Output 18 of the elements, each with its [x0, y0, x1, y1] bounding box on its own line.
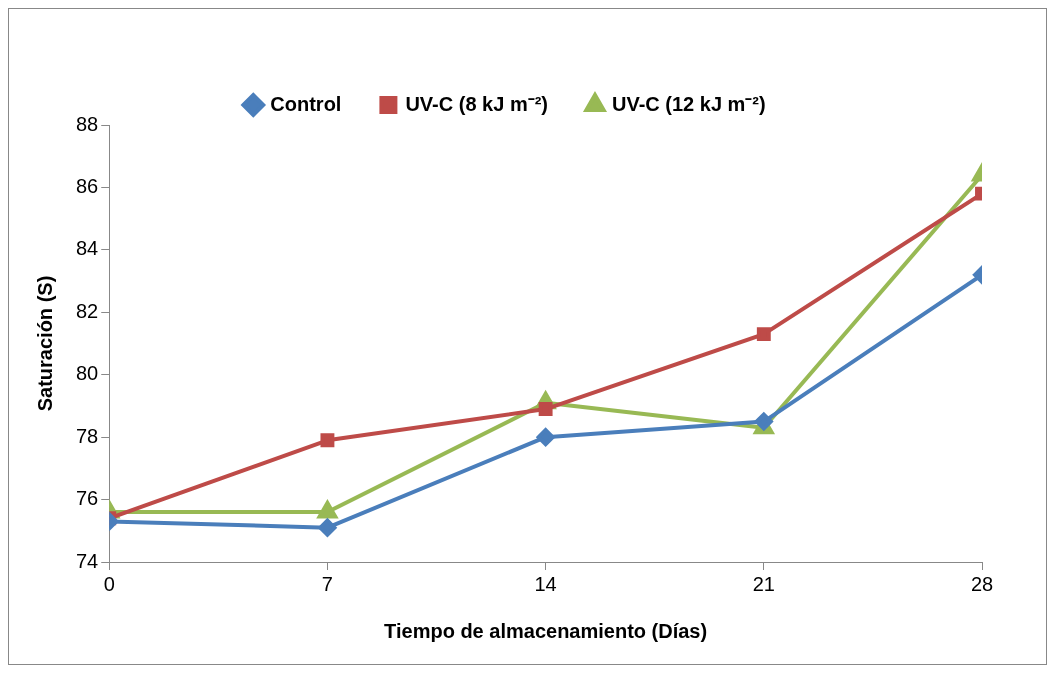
y-axis-title: Saturación (S): [33, 275, 56, 412]
x-tick-label: 0: [103, 572, 115, 595]
y-tick-label: 74: [76, 549, 99, 572]
y-tick-label: 76: [76, 487, 99, 510]
legend-label: UV-C (8 kJ m⁻²): [405, 92, 548, 115]
x-tick-label: 14: [534, 572, 557, 595]
y-tick-label: 88: [76, 112, 99, 135]
x-tick-label: 7: [321, 572, 333, 595]
legend-label: Control: [270, 92, 342, 115]
y-tick-label: 78: [76, 424, 99, 447]
x-tick-label: 28: [970, 572, 994, 595]
y-tick-label: 80: [76, 362, 99, 385]
y-tick-label: 86: [76, 174, 99, 197]
legend-label: UV-C (12 kJ m⁻²): [611, 92, 766, 115]
x-axis-title: Tiempo de almacenamiento (Días): [384, 619, 708, 642]
x-tick-label: 21: [752, 572, 775, 595]
y-tick-label: 82: [76, 299, 99, 322]
y-tick-label: 84: [76, 237, 99, 260]
